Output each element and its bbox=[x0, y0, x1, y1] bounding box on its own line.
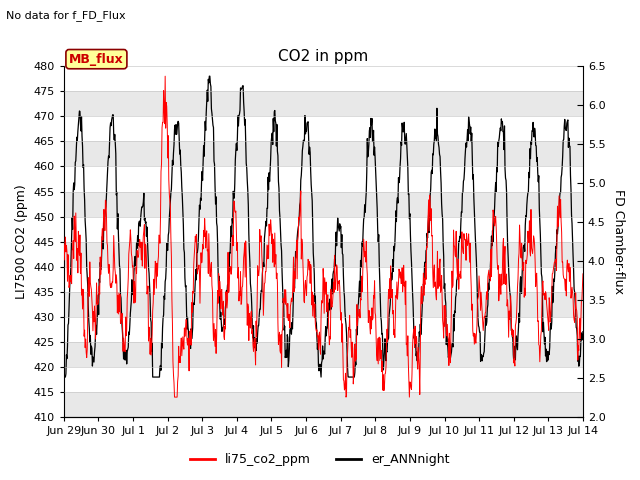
Bar bbox=[64, 267, 583, 292]
Y-axis label: FD Chamber-flux: FD Chamber-flux bbox=[612, 189, 625, 294]
Bar bbox=[64, 292, 583, 317]
Bar bbox=[64, 66, 583, 91]
Bar bbox=[64, 216, 583, 241]
Legend: li75_co2_ppm, er_ANNnight: li75_co2_ppm, er_ANNnight bbox=[186, 448, 454, 471]
Text: MB_flux: MB_flux bbox=[69, 53, 124, 66]
Title: CO2 in ppm: CO2 in ppm bbox=[278, 48, 369, 63]
Bar bbox=[64, 116, 583, 142]
Y-axis label: LI7500 CO2 (ppm): LI7500 CO2 (ppm) bbox=[15, 184, 28, 299]
Bar bbox=[64, 167, 583, 192]
Bar bbox=[64, 91, 583, 116]
Bar bbox=[64, 367, 583, 392]
Text: No data for f_FD_Flux: No data for f_FD_Flux bbox=[6, 10, 126, 21]
Bar bbox=[64, 241, 583, 267]
Bar bbox=[64, 392, 583, 417]
Bar bbox=[64, 142, 583, 167]
Bar bbox=[64, 342, 583, 367]
Bar bbox=[64, 192, 583, 216]
Bar bbox=[64, 317, 583, 342]
